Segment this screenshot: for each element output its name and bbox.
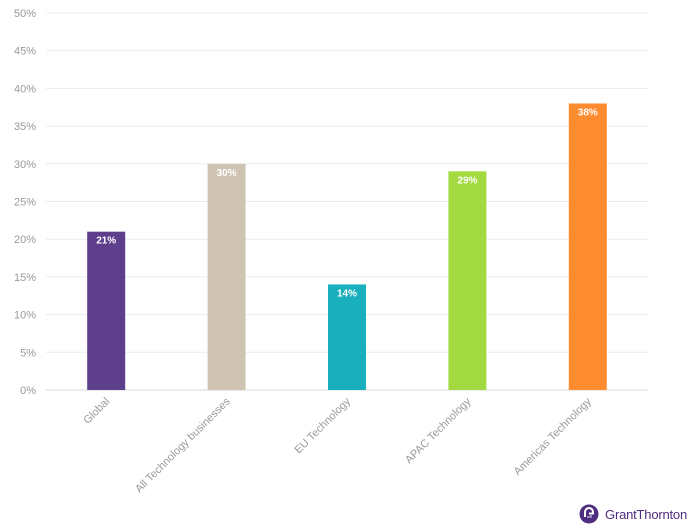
bar-value-label: 29%: [457, 175, 477, 186]
y-tick-label: 50%: [14, 8, 36, 20]
x-tick-label: All Technology businesses: [133, 395, 233, 495]
brand-name: GrantThornton: [605, 506, 687, 522]
brand-logo: GrantThornton: [579, 504, 687, 524]
y-tick-label: 35%: [14, 121, 36, 133]
y-tick-label: 15%: [14, 272, 36, 284]
y-tick-label: 0%: [20, 385, 36, 397]
x-tick-label: EU Technology: [292, 395, 353, 456]
bar-value-label: 21%: [96, 236, 116, 247]
grid-layer: [46, 12, 648, 391]
bar: [207, 163, 246, 390]
x-axis: Global All Technology businesses EU Techno…: [81, 395, 594, 495]
bar-value-label: 14%: [337, 288, 357, 299]
bar: [568, 103, 607, 390]
x-tick-label: APAC Technology: [403, 395, 474, 466]
bar-value-label: 30%: [217, 168, 237, 179]
y-tick-label: 25%: [14, 197, 36, 209]
y-tick-label: 10%: [14, 310, 36, 322]
bars: 21% 30% 14% 29% 38%: [87, 103, 607, 390]
y-tick-label: 40%: [14, 83, 36, 95]
bar-value-label: 38%: [578, 107, 598, 118]
x-tick-label: Global: [81, 396, 112, 427]
grant-thornton-logo-icon: [579, 504, 599, 524]
bar: [448, 171, 487, 390]
bar: [87, 231, 126, 390]
y-axis: 0% 5% 10% 15% 20% 25% 30% 35% 40% 45% 50%: [14, 8, 36, 397]
y-tick-label: 45%: [14, 46, 36, 58]
bar: [328, 284, 366, 390]
x-tick-label: Americas Technology: [512, 395, 595, 478]
y-tick-label: 30%: [14, 159, 36, 171]
y-tick-label: 20%: [14, 234, 36, 246]
y-tick-label: 5%: [20, 347, 36, 359]
